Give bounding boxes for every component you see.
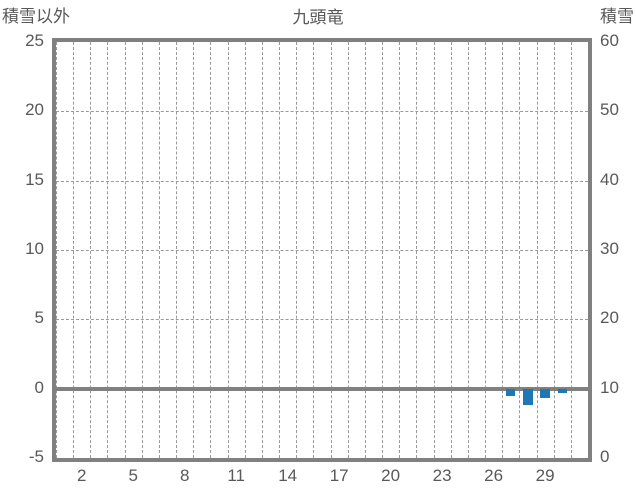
x-axis-tick-label: 5 [128,466,138,485]
gridline-horizontal [56,180,588,182]
gridline-vertical [467,42,469,458]
y-axis-left-tick-label: 0 [34,377,44,397]
plot-inner [56,42,588,458]
gridline-vertical [244,42,246,458]
x-axis-tick-label: 29 [535,466,555,485]
y-axis-left-tick-label: -5 [28,447,44,466]
gridline-vertical [158,42,160,458]
x-axis-tick-label: 2 [77,466,87,485]
x-axis-tick-label: 8 [179,466,190,485]
gridline-horizontal [56,319,588,321]
gridline-vertical [313,42,315,458]
zero-line [56,386,588,391]
gridline-vertical [210,42,212,458]
y-axis-right-tick-label: 50 [600,100,619,120]
gridline-vertical [399,42,401,458]
gridline-vertical [382,42,384,458]
gridline-vertical [450,42,452,458]
y-axis-right-ticks: 0 10 20 30 40 50 60 [600,0,636,501]
gridline-vertical [364,42,366,458]
left-axis-title: 積雪以外 [2,7,70,26]
y-axis-right-tick-label: 30 [600,239,619,258]
gridline-vertical [347,42,349,458]
chart-title: 九頭竜 [292,8,344,27]
gridline-vertical [502,42,504,458]
gridline-vertical [90,42,92,458]
y-axis-right-tick-label: 0 [600,447,610,466]
x-axis-tick-label: 26 [484,466,504,485]
y-axis-right-tick-label: 40 [600,169,619,189]
y-axis-left-tick-label: 15 [25,169,44,189]
bar [523,388,533,406]
gridline-vertical [56,42,57,458]
gridline-vertical [553,42,555,458]
x-axis-tick-label: 14 [278,466,298,485]
bar [506,388,516,396]
gridline-vertical [73,42,75,458]
x-axis-tick-label: 17 [329,466,349,485]
bar [540,388,550,399]
y-axis-left-tick-label: 20 [25,100,44,120]
y-axis-right-tick-label: 20 [600,308,619,328]
plot-area [52,38,592,462]
gridline-vertical [261,42,263,458]
gridline-vertical [485,42,487,458]
gridline-horizontal [56,250,588,251]
gridline-vertical [296,42,298,458]
x-axis-tick-label: 20 [381,466,401,485]
gridline-vertical [330,42,332,458]
bar [557,388,567,393]
y-axis-left-tick-label: 10 [25,239,44,258]
gridline-vertical [124,42,126,458]
gridline-vertical [107,42,109,458]
x-axis-tick-label: 11 [227,466,246,485]
gridline-vertical [536,42,538,458]
gridline-vertical [519,42,521,458]
right-axis-title: 積雪 [600,7,634,26]
x-axis-tick-label: 23 [432,466,452,485]
y-axis-left-tick-label: 25 [25,31,44,50]
gridline-vertical [193,42,195,458]
gridline-vertical [227,42,229,458]
gridline-vertical [141,42,143,458]
gridline-vertical [176,42,178,458]
y-axis-right-tick-label: 60 [600,31,619,50]
gridline-vertical [570,42,572,458]
gridline-vertical [416,42,418,458]
gridline-horizontal [56,111,588,113]
y-axis-right-tick-label: 10 [600,377,619,397]
y-axis-left-ticks: -5 0 5 10 15 20 25 [0,0,44,501]
gridline-vertical [433,42,435,458]
x-axis-ticks: 2 5 8 11 14 17 20 23 26 29 [0,466,636,501]
gridline-vertical [279,42,281,458]
y-axis-left-tick-label: 5 [34,308,44,328]
